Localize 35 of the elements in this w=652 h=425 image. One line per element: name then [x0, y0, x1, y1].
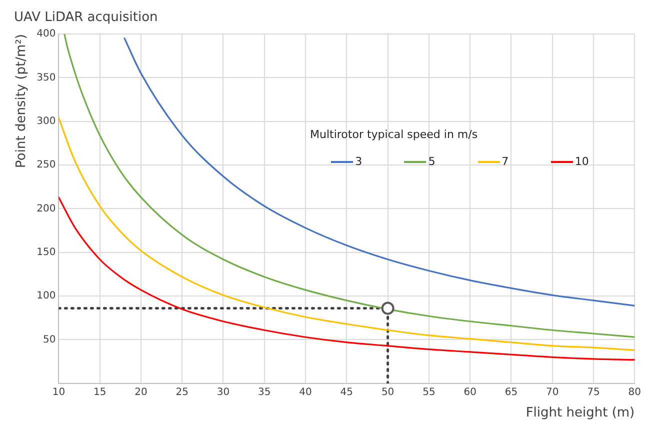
- x-axis-title: Flight height (m): [526, 406, 635, 421]
- legend-label: 5: [428, 155, 436, 168]
- line-series: [64, 34, 635, 338]
- x-tick-label: 15: [93, 386, 106, 398]
- y-tick-label: 400: [36, 28, 56, 40]
- x-tick-label: 80: [628, 386, 642, 398]
- legend-label: 3: [355, 155, 362, 168]
- y-tick-label: 50: [42, 334, 56, 346]
- line-series: [124, 38, 635, 306]
- x-tick-label: 30: [216, 386, 230, 398]
- line-series: [58, 117, 635, 352]
- y-tick-label: 350: [36, 72, 56, 84]
- y-tick-label: 300: [36, 116, 56, 127]
- x-tick-label: 25: [176, 386, 188, 398]
- x-tick-label: 60: [464, 386, 476, 398]
- y-tick-label: 250: [36, 160, 56, 171]
- legend-label: 7: [502, 155, 509, 168]
- x-tick-label: 10: [52, 386, 66, 398]
- legend-title: Multirotor typical speed in m/s: [310, 128, 479, 141]
- x-tick-label: 70: [546, 386, 559, 398]
- y-tick-label: 200: [36, 203, 56, 214]
- x-tick-label: 40: [299, 386, 312, 398]
- x-tick-label: 55: [422, 386, 436, 398]
- y-tick-label: 100: [36, 290, 56, 302]
- x-tick-label: 50: [381, 386, 394, 398]
- legend-label: 10: [574, 155, 589, 168]
- x-tick-label: 20: [134, 386, 148, 398]
- y-axis-title: Point density (pt/m²): [14, 34, 30, 168]
- line-series: [58, 196, 635, 361]
- x-tick-label: 45: [340, 386, 354, 398]
- x-tick-label: 75: [587, 386, 600, 398]
- x-tick-label: 65: [504, 386, 518, 398]
- y-tick-label: 150: [36, 246, 56, 258]
- x-tick-label: 35: [258, 386, 271, 398]
- chart-title: UAV LiDAR acquisition: [14, 10, 158, 25]
